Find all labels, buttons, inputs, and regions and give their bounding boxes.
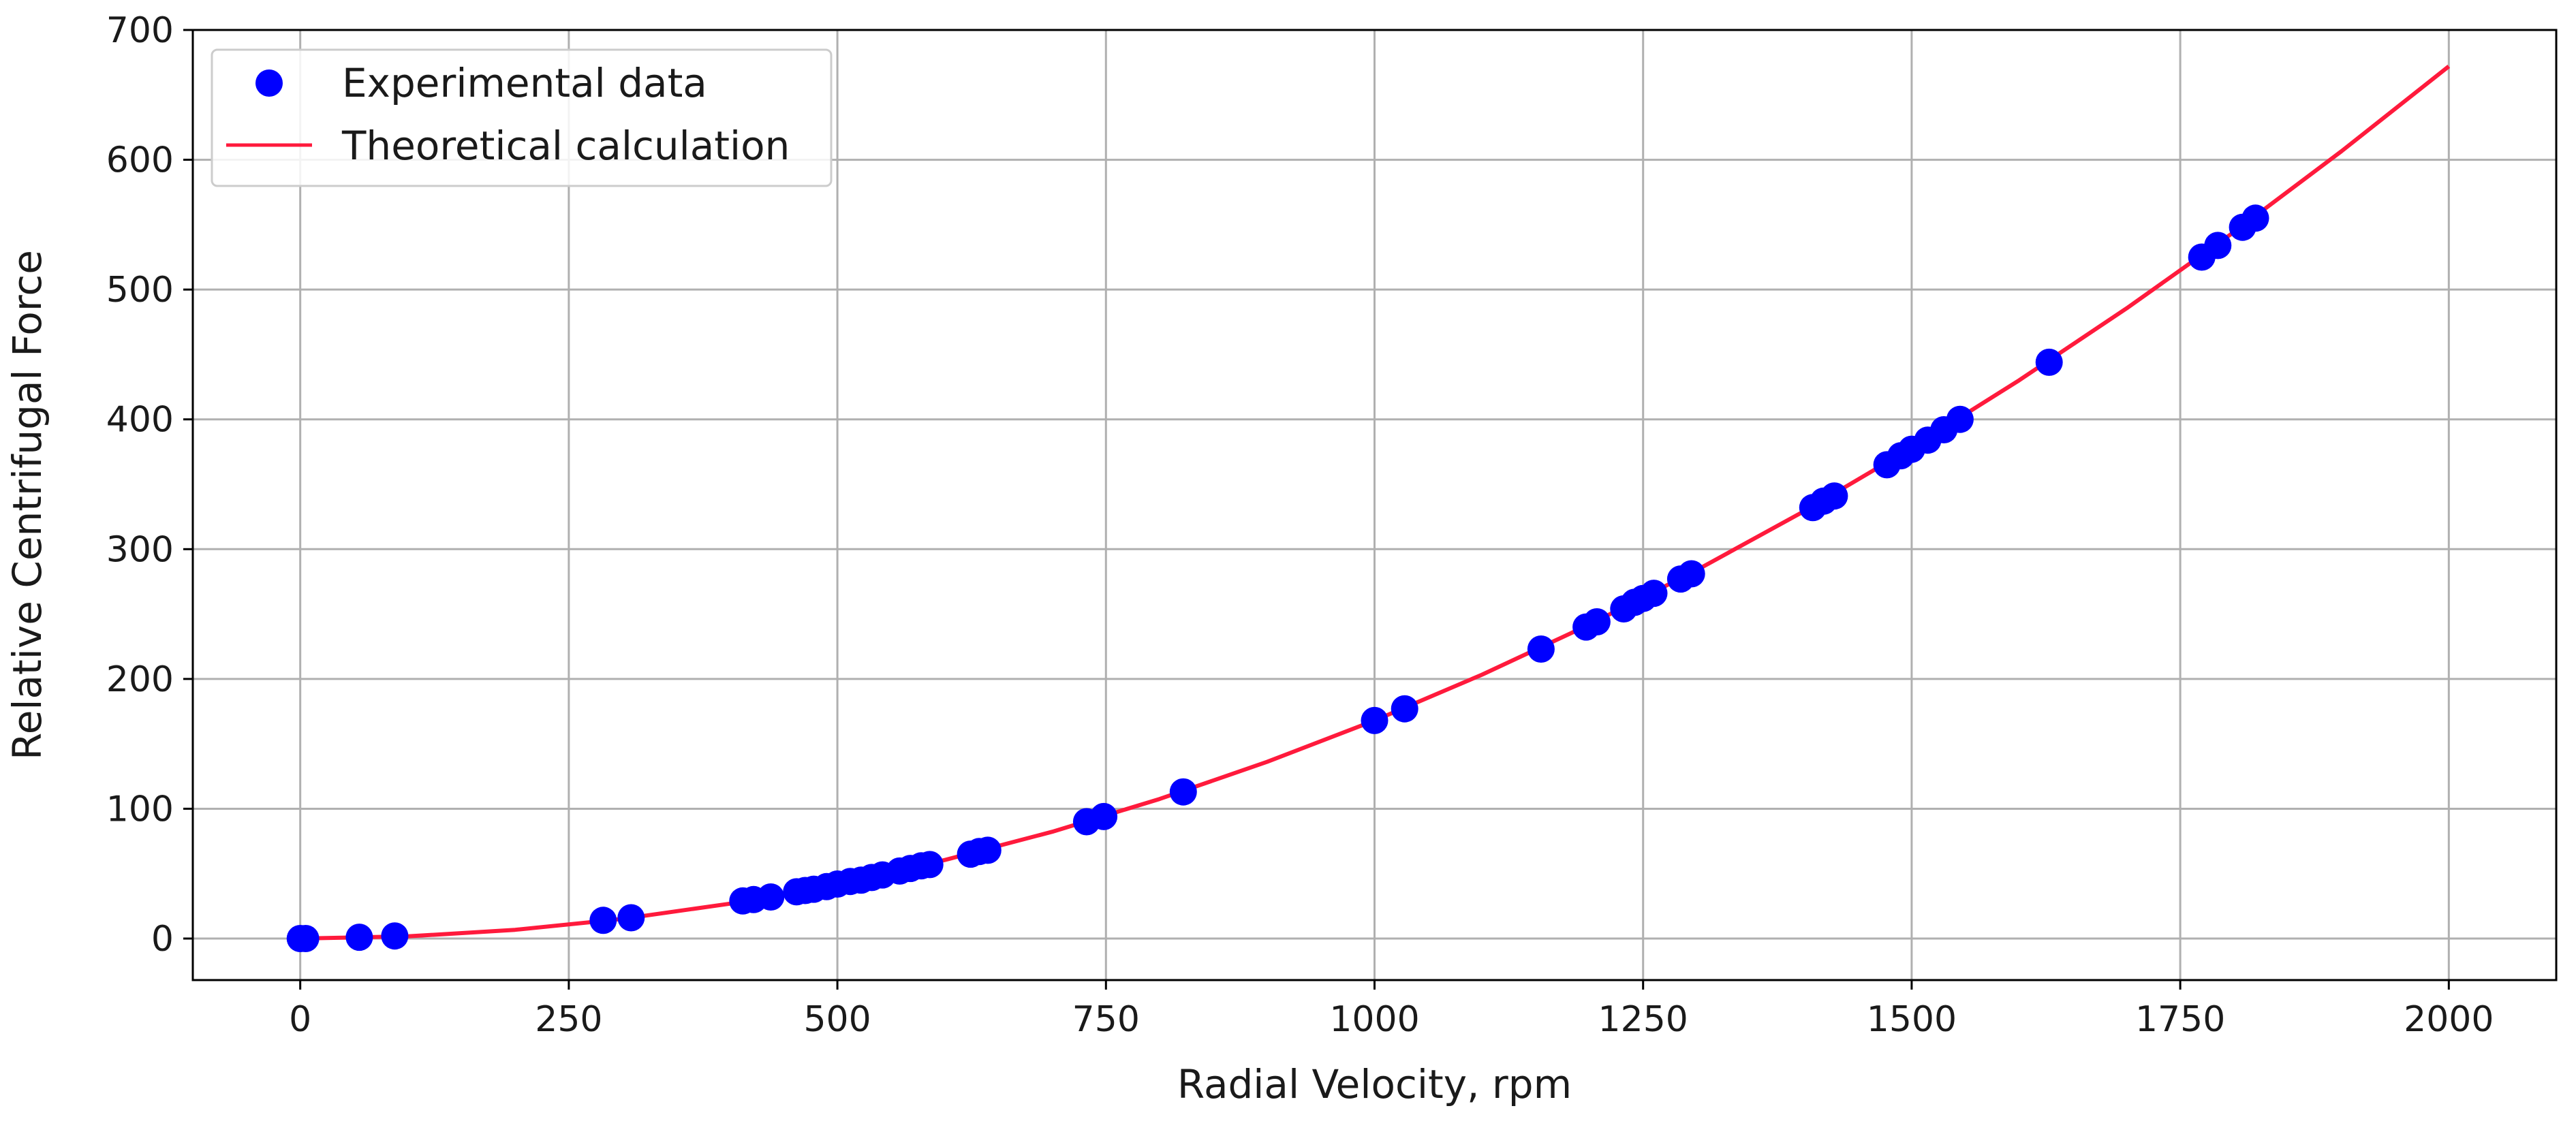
data-point (381, 922, 409, 950)
x-tick-label: 1500 (1867, 999, 1957, 1040)
data-point (1527, 635, 1555, 663)
x-axis-label: Radial Velocity, rpm (1177, 1061, 1572, 1107)
y-tick-label: 100 (106, 789, 174, 830)
y-tick-label: 500 (106, 270, 174, 311)
data-point (1640, 580, 1668, 608)
data-point (916, 851, 944, 879)
data-point (617, 904, 645, 932)
y-tick-label: 400 (106, 400, 174, 441)
data-point (2204, 232, 2232, 259)
x-axis-ticks: 0 250 500 750 1000 1250 1500 1750 2000 (289, 980, 2494, 1040)
data-point (1820, 482, 1848, 510)
data-point (1946, 405, 1974, 433)
data-point (1169, 778, 1197, 806)
y-axis-label: Relative Centrifugal Force (4, 250, 50, 760)
data-point (1677, 560, 1705, 588)
data-point (1391, 695, 1418, 723)
legend-label-experimental: Experimental data (342, 60, 707, 106)
x-tick-label: 1250 (1598, 999, 1688, 1040)
data-point (345, 924, 373, 951)
y-tick-label: 600 (106, 140, 174, 181)
legend: Experimental data Theoretical calculatio… (211, 48, 833, 187)
data-point-layer (286, 204, 2269, 952)
x-tick-label: 2000 (2404, 999, 2494, 1040)
y-axis-ticks: 0 100 200 300 400 500 600 700 (106, 10, 193, 960)
y-tick-label: 700 (106, 10, 174, 51)
data-point (2035, 348, 2063, 376)
data-point (1583, 608, 1611, 635)
legend-box (211, 48, 833, 187)
data-point (757, 883, 785, 911)
legend-label-theoretical: Theoretical calculation (341, 123, 790, 169)
data-point (589, 907, 617, 934)
data-point (292, 925, 320, 952)
data-point (1361, 706, 1388, 734)
y-tick-label: 200 (106, 659, 174, 700)
data-point (1090, 802, 1118, 830)
legend-marker-experimental (255, 69, 283, 97)
x-tick-label: 1000 (1329, 999, 1419, 1040)
x-tick-label: 250 (535, 999, 602, 1040)
y-tick-label: 300 (106, 529, 174, 570)
x-tick-label: 1750 (2135, 999, 2225, 1040)
x-tick-label: 0 (289, 999, 311, 1040)
data-point (974, 836, 1002, 864)
x-tick-label: 750 (1072, 999, 1140, 1040)
y-tick-label: 0 (151, 919, 174, 960)
x-tick-label: 500 (803, 999, 871, 1040)
data-point (2241, 204, 2269, 232)
